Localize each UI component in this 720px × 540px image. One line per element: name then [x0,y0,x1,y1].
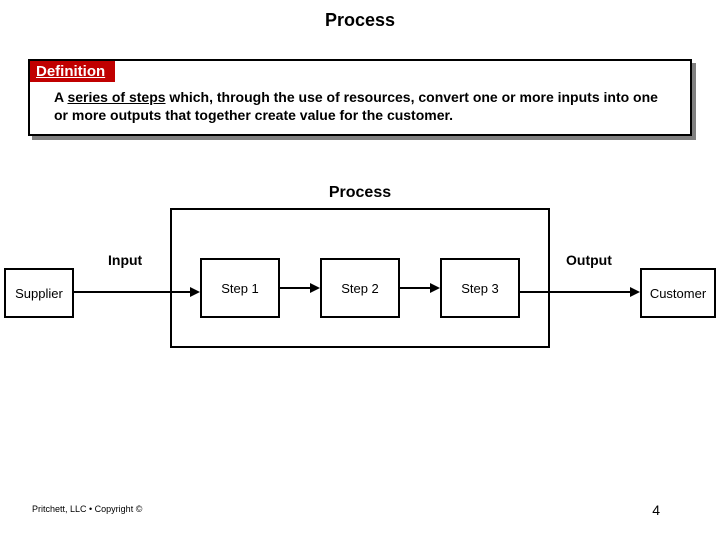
copyright-text: Pritchett, LLC • Copyright © [32,504,142,514]
arrow-line [280,287,312,289]
node-supplier: Supplier [4,268,74,318]
node-customer: Customer [640,268,716,318]
definition-prefix: A [54,89,67,105]
arrow-line [400,287,432,289]
definition-box: Definition A series of steps which, thro… [28,59,692,136]
page-number: 4 [652,502,660,518]
diagram-title: Process [0,184,720,202]
definition-body: A series of steps which, through the use… [30,82,690,134]
arrow-head-icon [190,287,200,297]
arrow-head-icon [430,283,440,293]
arrow-line [74,291,192,293]
io-label-output: Output [566,252,612,268]
definition-frame: Definition A series of steps which, thro… [28,59,692,136]
process-diagram: Supplier Step 1 Step 2 Step 3 Customer Input O… [0,208,720,368]
node-step2: Step 2 [320,258,400,318]
arrow-head-icon [310,283,320,293]
node-step3: Step 3 [440,258,520,318]
page-title: Process [0,0,720,31]
arrow-head-icon [630,287,640,297]
definition-header: Definition [30,61,115,82]
arrow-line [520,291,632,293]
definition-emphasis: series of steps [67,89,165,105]
io-label-input: Input [108,252,142,268]
node-step1: Step 1 [200,258,280,318]
